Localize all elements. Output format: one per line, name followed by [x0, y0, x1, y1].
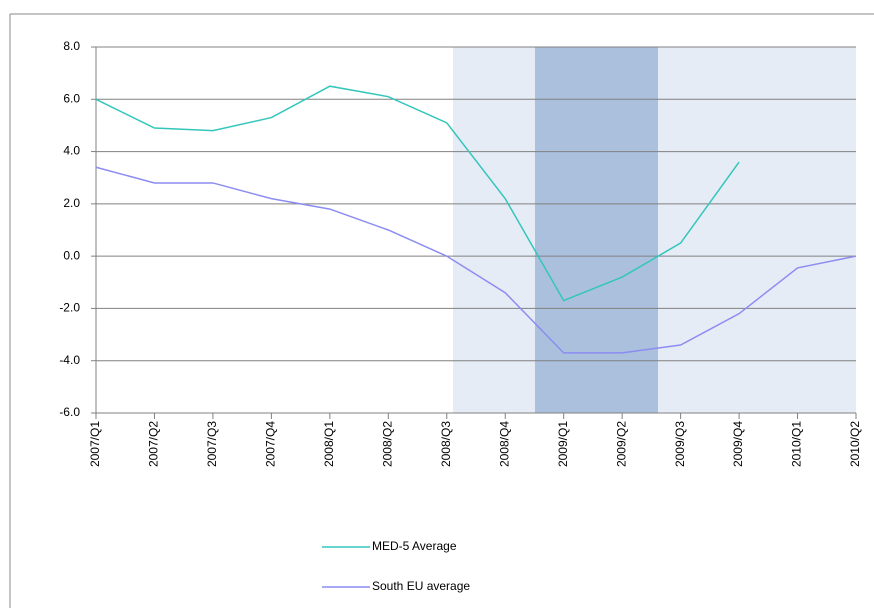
x-tick-label: 2010/Q1 [790, 421, 804, 467]
x-tick-label: 2007/Q1 [88, 421, 102, 467]
x-tick-label: 2007/Q3 [205, 421, 219, 467]
x-tick-label: 2008/Q2 [380, 421, 394, 467]
x-tick-label: 2007/Q2 [147, 421, 161, 467]
x-tick-label: 2008/Q1 [322, 421, 336, 467]
y-tick-label: 4.0 [63, 144, 80, 158]
series-line [95, 166, 857, 354]
x-tick-label: 2008/Q3 [439, 421, 453, 467]
legend-label: MED-5 Average [372, 539, 457, 553]
x-tick-label: 2008/Q4 [497, 421, 511, 467]
x-tick-label: 2010/Q2 [848, 421, 862, 467]
y-tick-label: -2.0 [59, 301, 80, 315]
series-line [95, 85, 740, 302]
x-tick-label: 2009/Q1 [556, 421, 570, 467]
plot [95, 85, 857, 354]
x-tick-label: 2009/Q3 [673, 421, 687, 467]
y-tick-label: -4.0 [59, 353, 80, 367]
shaded-period-core [535, 47, 658, 413]
y-tick-label: 8.0 [63, 39, 80, 53]
legend-label: South EU average [372, 579, 470, 593]
x-tick-label: 2009/Q2 [614, 421, 628, 467]
y-tick-label: 6.0 [63, 91, 80, 105]
y-tick-label: 0.0 [63, 248, 80, 262]
y-tick-label: -6.0 [59, 405, 80, 419]
y-tick-label: 2.0 [63, 196, 80, 210]
x-tick-label: 2007/Q4 [264, 421, 278, 467]
x-tick-label: 2009/Q4 [731, 421, 745, 467]
grid: -6.0 -4.0 -2.0 0.0 2.0 4.0 6.0 8.0 2007/Q1 2007/Q… [59, 39, 862, 467]
